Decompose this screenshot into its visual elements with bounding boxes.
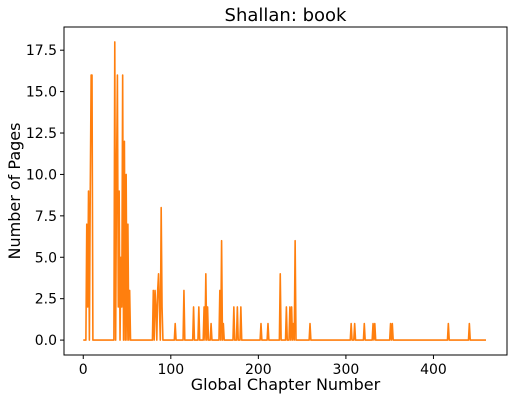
y-tick-label: 17.5 <box>26 43 57 59</box>
y-tick-label: 7.5 <box>35 209 57 225</box>
x-tick-label: 100 <box>157 362 184 378</box>
y-tick-label: 0.0 <box>35 333 57 349</box>
y-axis-title: Number of Pages <box>5 123 24 260</box>
series-line-0 <box>83 41 486 341</box>
plot-area <box>63 26 508 356</box>
y-tick-label: 2.5 <box>35 292 57 308</box>
x-axis: 0 100 200 300 400 <box>79 355 447 378</box>
chart-title: Shallan: book <box>225 5 348 26</box>
series-group <box>83 41 486 341</box>
x-tick-label: 0 <box>79 362 88 378</box>
y-tick-label: 12.5 <box>26 126 57 142</box>
x-axis-title: Global Chapter Number <box>191 375 381 394</box>
x-tick-label: 200 <box>245 362 272 378</box>
y-tick-label: 10.0 <box>26 167 57 183</box>
y-tick-label: 5.0 <box>35 250 57 266</box>
x-tick-label: 300 <box>333 362 360 378</box>
y-axis: 0.0 2.5 5.0 7.5 10.0 12.5 15.0 17.5 <box>26 43 64 349</box>
axes-frame <box>63 26 508 356</box>
x-tick-label: 400 <box>420 362 447 378</box>
y-tick-label: 15.0 <box>26 85 57 101</box>
